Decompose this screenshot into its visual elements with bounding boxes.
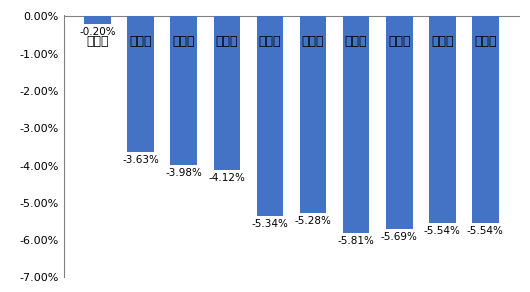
Text: -4.12%: -4.12% xyxy=(208,173,245,183)
Bar xyxy=(257,16,284,215)
Text: -5.54%: -5.54% xyxy=(424,226,461,236)
Bar xyxy=(299,16,326,213)
Bar xyxy=(343,16,369,233)
Text: -3.98%: -3.98% xyxy=(165,168,202,178)
Text: 第二个: 第二个 xyxy=(129,35,152,48)
Bar xyxy=(171,16,197,165)
Text: -5.69%: -5.69% xyxy=(381,232,418,241)
Text: 第三个: 第三个 xyxy=(173,35,195,48)
Text: 第十个: 第十个 xyxy=(474,35,497,48)
Text: -5.54%: -5.54% xyxy=(467,226,504,236)
Text: 第一个: 第一个 xyxy=(86,35,109,48)
Bar xyxy=(84,16,111,24)
Bar xyxy=(386,16,412,229)
Text: 第七个: 第七个 xyxy=(345,35,367,48)
Bar xyxy=(429,16,456,223)
Bar xyxy=(127,16,154,152)
Text: -5.28%: -5.28% xyxy=(295,216,331,226)
Text: 第六个: 第六个 xyxy=(302,35,324,48)
Bar xyxy=(472,16,499,223)
Text: -5.34%: -5.34% xyxy=(252,218,288,229)
Text: 第四个: 第四个 xyxy=(216,35,238,48)
Text: 第八个: 第八个 xyxy=(388,35,410,48)
Text: -5.81%: -5.81% xyxy=(338,236,375,246)
Text: 第五个: 第五个 xyxy=(259,35,281,48)
Bar xyxy=(214,16,240,170)
Text: -3.63%: -3.63% xyxy=(122,155,159,165)
Text: -0.20%: -0.20% xyxy=(80,27,116,37)
Text: 第九个: 第九个 xyxy=(431,35,454,48)
